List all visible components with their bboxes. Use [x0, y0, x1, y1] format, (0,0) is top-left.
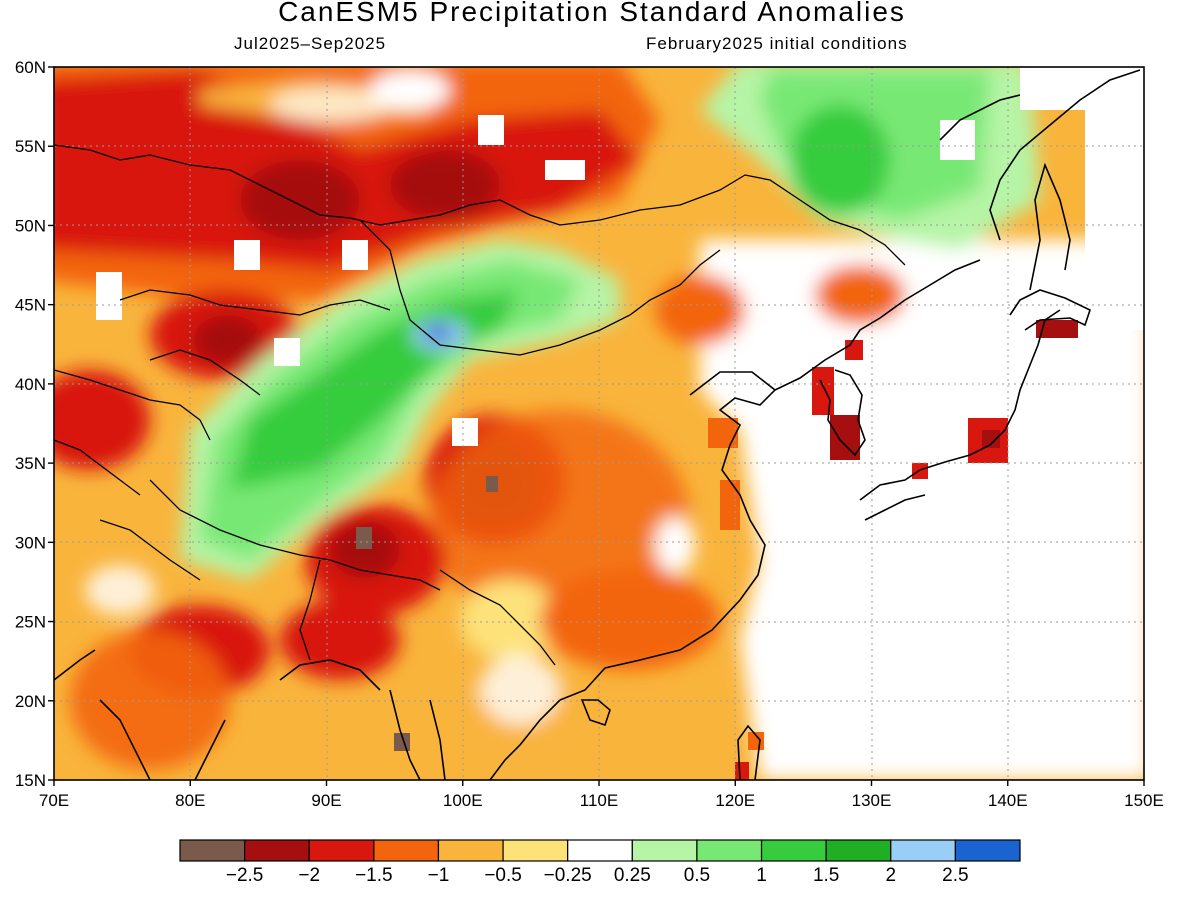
lat-tick-label: 60N [15, 58, 46, 77]
lat-tick-label: 50N [15, 216, 46, 235]
colorbar-swatch [244, 839, 310, 862]
lat-tick-label: 30N [15, 533, 46, 552]
lon-tick-label: 110E [580, 791, 618, 810]
map-title: CanESM5 Precipitation Standard Anomalies [278, 0, 906, 27]
coastlines [54, 69, 1141, 780]
lat-tick-label: 40N [15, 375, 46, 394]
colorbar-swatch [437, 839, 504, 862]
lon-tick-label: 100E [443, 791, 483, 810]
colorbar-swatch [308, 839, 375, 862]
colorbar-label: 2 [885, 865, 896, 886]
lon-tick-label: 140E [988, 791, 1028, 810]
colorbar-label: −2 [298, 865, 320, 886]
colorbar-swatch [825, 839, 892, 862]
colorbar-swatch [179, 839, 246, 862]
initial-conditions: February2025 initial conditions [646, 34, 908, 53]
country-borders [54, 144, 906, 666]
lat-tick-label: 35N [15, 454, 46, 473]
colorbar [179, 839, 1021, 862]
colorbar-label: 0.5 [684, 865, 710, 886]
forecast-period: Jul2025–Sep2025 [234, 34, 387, 53]
lon-tick-label: 120E [715, 791, 755, 810]
colorbar-label: 0.25 [614, 865, 651, 886]
colorbar-swatch [696, 839, 763, 862]
colorbar-label: −2.5 [226, 865, 264, 886]
lon-tick-label: 130E [852, 791, 892, 810]
colorbar-label: 1 [756, 865, 767, 886]
colorbar-label: −1 [428, 865, 450, 886]
lat-tick-label: 20N [15, 692, 46, 711]
colorbar-swatch [567, 839, 633, 862]
lat-tick-label: 15N [15, 771, 46, 790]
lat-tick-label: 45N [15, 296, 46, 315]
colorbar-label: 2.5 [942, 865, 968, 886]
lon-tick-label: 80E [175, 791, 205, 810]
colorbar-swatch [954, 839, 1021, 862]
colorbar-label: −0.5 [484, 865, 522, 886]
lat-tick-label: 25N [15, 613, 46, 632]
colorbar-swatch [631, 839, 698, 862]
colorbar-label: −0.25 [544, 865, 592, 886]
colorbar-swatch [760, 839, 827, 862]
lon-tick-label: 70E [39, 791, 69, 810]
colorbar-label: 1.5 [813, 865, 839, 886]
colorbar-swatch [502, 839, 569, 862]
lon-tick-label: 90E [311, 791, 341, 810]
colorbar-swatch [890, 839, 956, 862]
colorbar-swatch [373, 839, 440, 862]
anomaly-field [54, 67, 1144, 780]
colorbar-label: −1.5 [355, 865, 393, 886]
lon-tick-label: 150E [1124, 791, 1164, 810]
lat-tick-label: 55N [15, 137, 46, 156]
